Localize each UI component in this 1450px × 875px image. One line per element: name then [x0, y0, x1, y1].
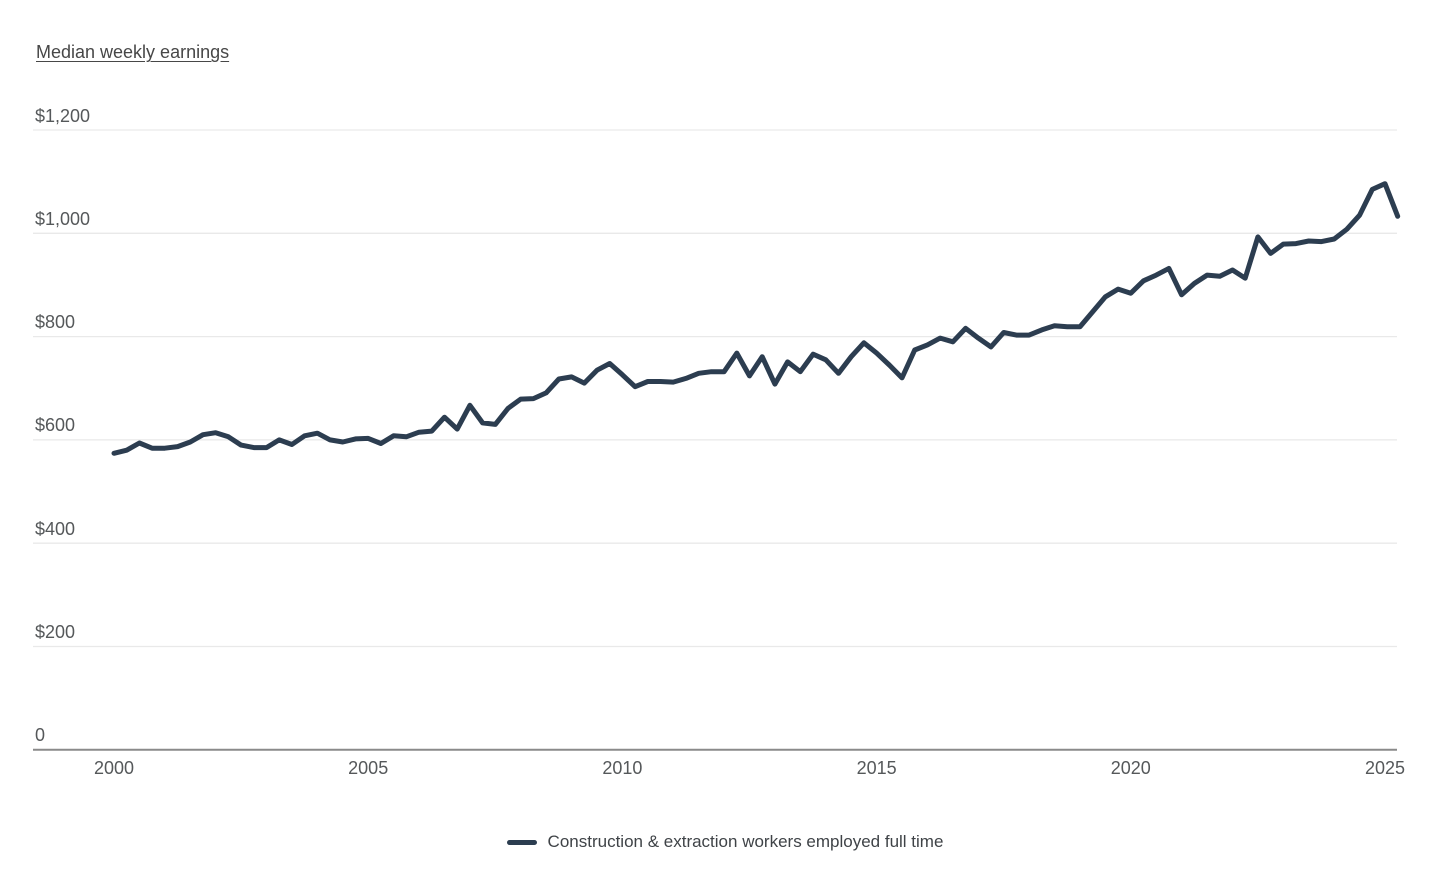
legend: Construction & extraction workers employ…	[0, 824, 1450, 860]
x-axis-tick-label: 2025	[1364, 758, 1406, 778]
legend-line-swatch	[506, 839, 537, 845]
x-axis-tick-label: 2000	[93, 758, 135, 778]
y-axis-tick-label: $200	[35, 622, 76, 642]
chart-title: Median weekly earnings	[36, 42, 230, 62]
x-axis-tick-label: 2015	[856, 758, 897, 778]
y-axis-tick-label: $1,200	[35, 105, 91, 126]
legend-label: Construction & extraction workers employ…	[547, 832, 944, 851]
y-axis-tick-label: 0	[35, 725, 46, 746]
y-axis-tick-label: $600	[35, 415, 76, 436]
y-axis-tick-label: $800	[35, 312, 76, 333]
y-axis-tick-label: $400	[35, 518, 76, 539]
x-axis-tick-label: 2005	[348, 758, 389, 778]
x-axis-tick-label: 2010	[602, 758, 643, 778]
earnings-line-series	[111, 181, 1401, 456]
y-axis-tick-label: $1,000	[35, 208, 91, 229]
x-axis-tick-label: 2020	[1110, 758, 1151, 778]
